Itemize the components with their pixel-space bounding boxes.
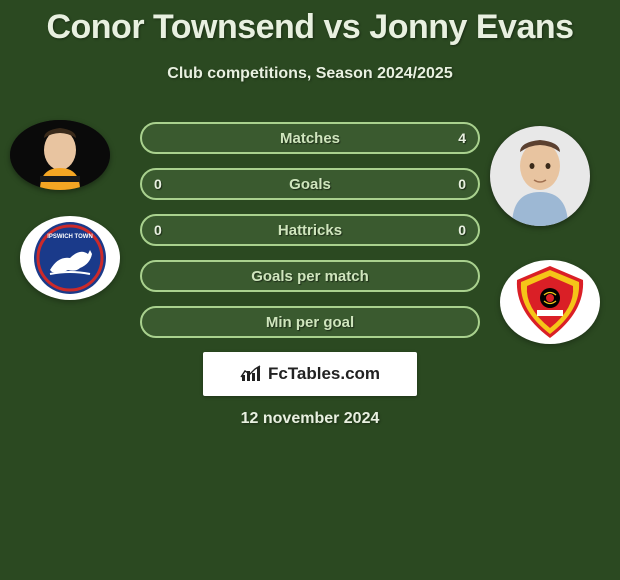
stat-row-goals-per-match: Goals per match: [140, 260, 480, 292]
stat-label: Matches: [280, 130, 340, 147]
stat-right-value: 0: [458, 176, 466, 192]
stat-label: Goals: [289, 176, 331, 193]
stat-left-value: 0: [154, 222, 162, 238]
stat-label: Hattricks: [278, 222, 342, 239]
stat-row-goals: 0 Goals 0: [140, 168, 480, 200]
club-left-crest: IPSWICH TOWN: [20, 216, 120, 300]
stat-label: Goals per match: [251, 268, 369, 285]
stat-row-min-per-goal: Min per goal: [140, 306, 480, 338]
stat-left-value: 0: [154, 176, 162, 192]
stat-row-hattricks: 0 Hattricks 0: [140, 214, 480, 246]
player-left-avatar: [10, 120, 110, 190]
stat-label: Min per goal: [266, 314, 354, 331]
club-right-crest: [500, 260, 600, 344]
stat-row-matches: Matches 4: [140, 122, 480, 154]
branding-text: FcTables.com: [268, 364, 380, 384]
chart-icon: [240, 365, 262, 383]
comparison-title: Conor Townsend vs Jonny Evans: [0, 0, 620, 47]
player-right-avatar: [490, 126, 590, 226]
branding-badge: FcTables.com: [203, 352, 417, 396]
stat-right-value: 0: [458, 222, 466, 238]
comparison-date: 12 november 2024: [0, 410, 620, 428]
stats-container: Matches 4 0 Goals 0 0 Hattricks 0 Goals …: [140, 122, 480, 352]
comparison-subtitle: Club competitions, Season 2024/2025: [0, 65, 620, 83]
stat-right-value: 4: [458, 130, 466, 146]
svg-text:IPSWICH TOWN: IPSWICH TOWN: [47, 234, 93, 240]
